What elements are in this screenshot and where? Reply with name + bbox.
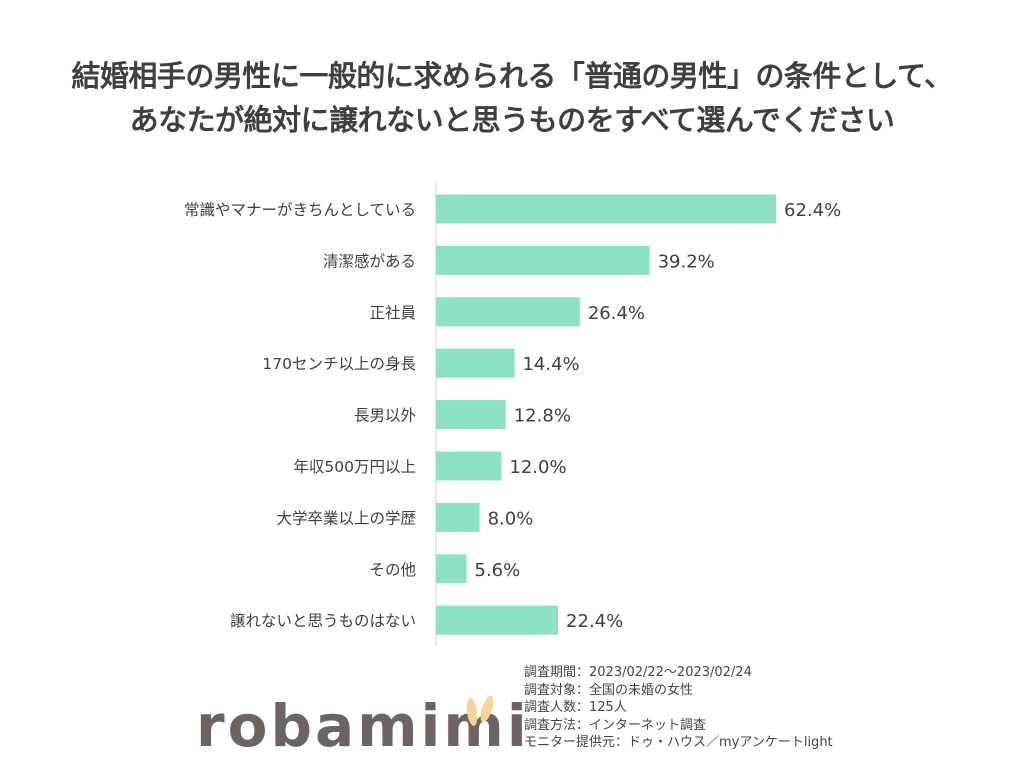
category-label: 常識やマナーがきちんとしている: [184, 201, 416, 219]
note-method: 調査方法：インターネット調査: [524, 717, 707, 733]
robamimi-logo: robamimi: [196, 692, 530, 760]
bar: [436, 348, 515, 378]
category-label: 年収500万円以上: [293, 458, 416, 476]
data-label: 14.4%: [522, 354, 579, 375]
chart-title-line-1: 結婚相手の男性に一般的に求められる「普通の男性」の条件として、: [71, 59, 953, 93]
category-label: 譲れないと思うものはない: [230, 612, 416, 630]
category-label: 長男以外: [354, 407, 416, 425]
note-period: 調査期間：2023/02/22～2023/02/24: [524, 665, 752, 680]
category-label: 正社員: [369, 304, 416, 322]
note-target: 調査対象：全国の未婚の女性: [524, 682, 694, 698]
data-label: 62.4%: [784, 200, 841, 221]
data-label: 26.4%: [588, 303, 645, 324]
category-label: その他: [369, 561, 416, 579]
bar: [436, 502, 480, 532]
note-provider: モニター提供元：ドゥ・ハウス／myアンケートlight: [524, 735, 833, 750]
note-count: 調査人数：125人: [524, 700, 627, 715]
category-label: 清潔感がある: [323, 252, 416, 270]
bar: [436, 297, 580, 327]
category-label: 大学卒業以上の学歴: [276, 509, 416, 527]
data-label: 12.0%: [509, 457, 566, 478]
data-label: 5.6%: [475, 560, 521, 581]
data-label: 39.2%: [658, 251, 715, 272]
data-label: 22.4%: [566, 611, 623, 632]
bar: [436, 605, 559, 635]
bar: [436, 400, 506, 430]
bar: [436, 554, 467, 584]
data-label: 12.8%: [514, 406, 571, 427]
survey-notes: 調査期間：2023/02/22～2023/02/24 調査対象：全国の未婚の女性…: [524, 664, 833, 752]
category-label: 170センチ以上の身長: [262, 355, 416, 373]
bar: [436, 451, 502, 481]
bar: [436, 194, 776, 224]
logo-text: robamimi: [196, 692, 530, 760]
chart-title-line-2: あなたが絶対に譲れないと思うものをすべて選んでください: [129, 103, 895, 137]
data-label: 8.0%: [488, 508, 534, 529]
bar: [436, 245, 650, 275]
